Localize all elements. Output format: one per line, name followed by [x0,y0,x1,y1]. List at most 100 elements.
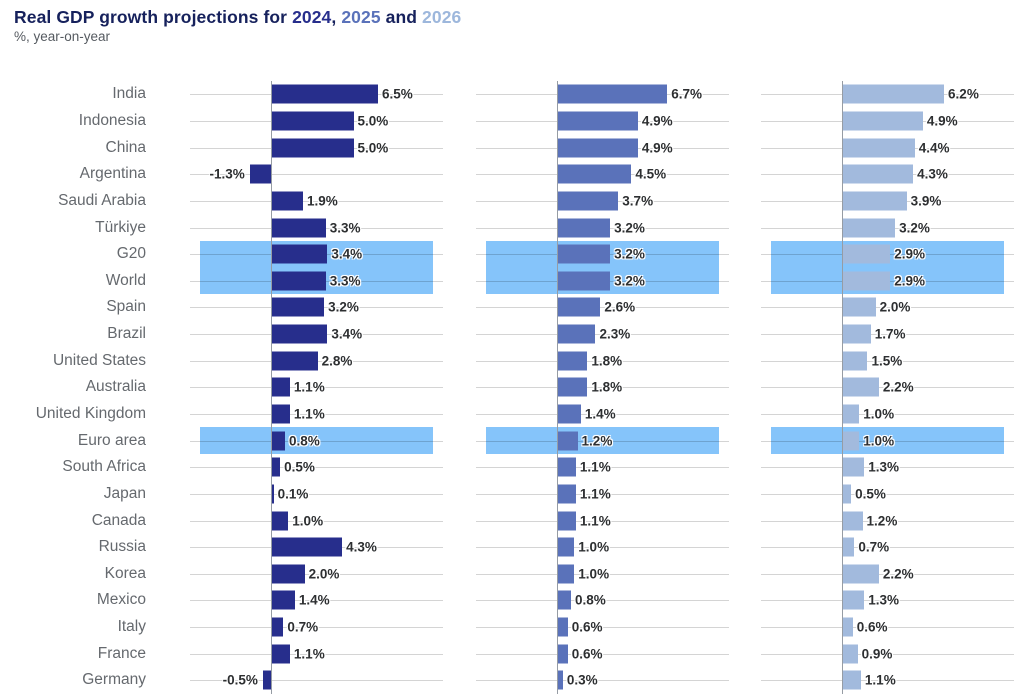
bar-2026 [843,297,876,317]
bar-2024 [272,537,343,557]
panel-2026: 0.6% [761,613,1014,641]
page-title: Real GDP growth projections for 2024, 20… [14,7,461,28]
value-label: 1.1% [293,406,325,422]
panel-2025: 0.6% [476,613,729,641]
country-label: Australia [85,378,146,396]
bar-chart-rows: India 6.5% 6.7% 6.2% Indonesia 5.0% 4.9% 4.9% Ch… [0,81,1026,694]
zero-axis-line [842,320,843,348]
gridline [190,520,443,522]
chart-row: G20 3.4% 3.2% 2.9% [0,240,1026,268]
zero-axis-line [557,480,558,508]
gridline [190,467,443,469]
gridline [190,440,443,442]
bar-2025 [558,138,638,158]
value-label: 3.7% [622,193,654,209]
value-label: 3.2% [899,220,930,236]
zero-axis-line [557,107,558,135]
bar-2026 [843,484,852,504]
zero-axis-line [271,533,272,561]
panel-2026: 2.9% [761,267,1014,295]
bar-2024 [272,590,295,610]
bar-2026 [843,84,945,104]
zero-axis-line [842,134,843,161]
panel-2026: 1.2% [761,507,1014,534]
value-label: 0.8% [289,433,320,449]
zero-axis-line [557,427,558,454]
chart-row: France 1.1% 0.6% 0.9% [0,640,1026,668]
highlight-band [486,427,719,454]
bar-2025 [558,111,638,131]
panel-2026: 1.0% [761,427,1014,454]
panel-2024: 5.0% [190,134,443,161]
gridline [190,600,443,602]
zero-axis-line [842,533,843,561]
bar-2026 [843,511,863,531]
gridline [190,653,443,655]
gridline [476,653,729,655]
panel-2026: 4.9% [761,107,1014,135]
panel-2024: 1.9% [190,187,443,215]
highlight-band [771,427,1004,454]
bar-2024 [272,431,286,451]
value-label: 1.4% [298,592,330,608]
gridline [476,493,729,495]
value-label: 3.3% [329,273,361,289]
country-label: China [105,138,147,156]
value-label: 4.9% [641,113,673,129]
zero-axis-line [557,214,558,241]
panel-2026: 1.3% [761,587,1014,614]
zero-axis-line [842,480,843,508]
bar-2025 [558,297,601,317]
zero-axis-line [842,560,843,588]
value-label: 1.1% [293,379,325,395]
panel-2025: 6.7% [476,81,729,108]
gridline [190,174,443,176]
bar-2024 [272,484,274,504]
gridline [476,680,729,682]
bar-2025 [558,164,632,184]
value-label: 3.2% [614,246,645,262]
chart-row: Spain 3.2% 2.6% 2.0% [0,294,1026,321]
country-label: Türkiye [95,218,146,236]
zero-axis-line [271,400,272,428]
value-label: 1.1% [579,486,611,502]
chart-row: United Kingdom 1.1% 1.4% 1.0% [0,400,1026,428]
panel-2024: -0.5% [190,667,443,694]
bar-2024 [272,457,281,477]
zero-axis-line [271,427,272,454]
panel-2026: 2.2% [761,560,1014,588]
gridline [761,334,1014,336]
zero-axis-line [271,613,272,641]
zero-axis-line [842,240,843,268]
zero-axis-line [271,214,272,241]
zero-axis-line [842,160,843,188]
zero-axis-line [557,667,558,694]
country-label: Argentina [79,165,146,183]
panel-2024: 1.1% [190,640,443,668]
zero-axis-line [271,667,272,694]
panel-2024: 3.3% [190,214,443,241]
panel-2025: 1.0% [476,533,729,561]
value-label: 3.2% [614,220,645,236]
zero-axis-line [842,427,843,454]
panel-2025: 1.1% [476,480,729,508]
zero-axis-line [557,267,558,295]
zero-axis-line [271,160,272,188]
bar-2024 [272,644,290,664]
value-label: 0.6% [571,619,603,635]
bar-2026 [843,218,896,238]
panel-2025: 1.2% [476,427,729,454]
zero-axis-line [557,560,558,588]
zero-axis-line [271,587,272,614]
value-label: 1.7% [874,326,906,342]
value-label: 4.3% [346,539,377,555]
value-label: 1.0% [578,539,610,555]
chart-row: United States 2.8% 1.8% 1.5% [0,347,1026,375]
panel-2026: 3.2% [761,214,1014,241]
bar-2024 [272,271,326,291]
zero-axis-line [271,480,272,508]
value-label: 1.8% [591,379,623,395]
country-label: Saudi Arabia [58,191,146,209]
gridline [476,600,729,602]
